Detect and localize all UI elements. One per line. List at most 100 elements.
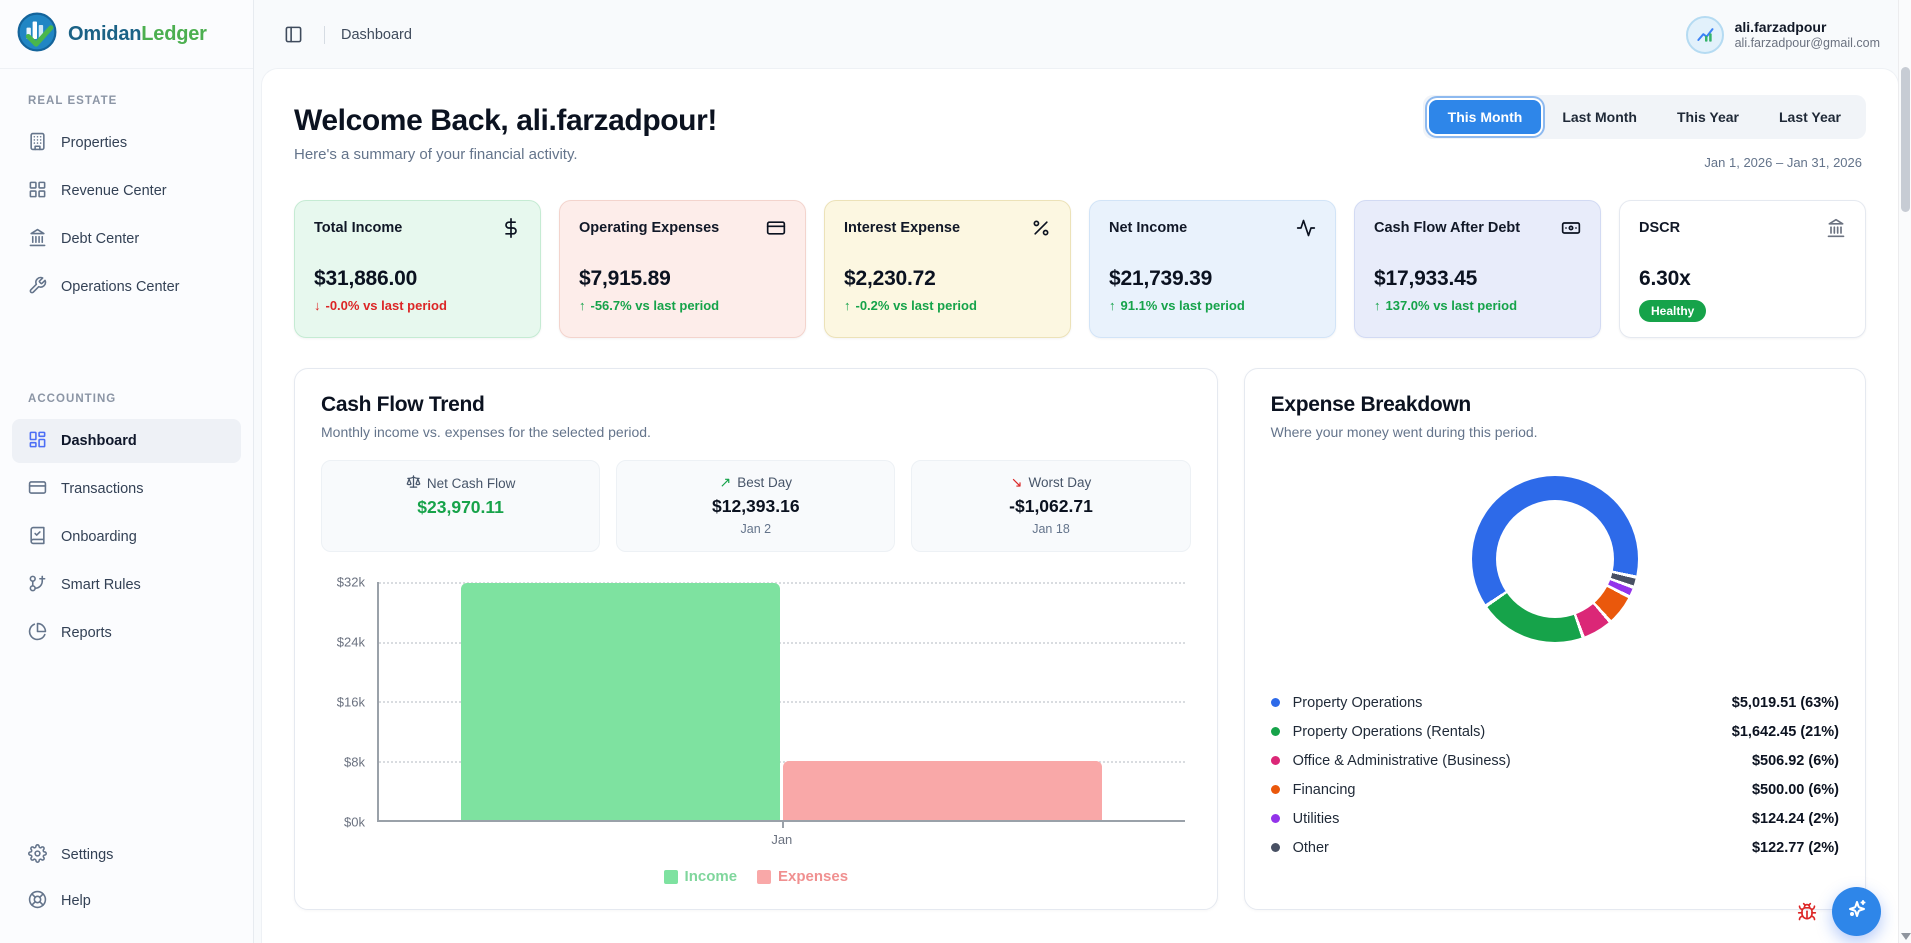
legend-row-other: Other $122.77 (2%) [1270,833,1839,862]
bug-report-button[interactable] [1797,902,1817,927]
sidebar-item-label: Smart Rules [61,577,141,593]
panel-subtitle: Where your money went during this period… [1270,424,1538,440]
legend-row-property-operations-rentals: Property Operations (Rentals) $1,642.45 (… [1270,717,1839,746]
tab-last-month[interactable]: Last Month [1562,109,1637,125]
breadcrumb: Dashboard [341,26,412,43]
kpi-change: ↑ 137.0% vs last period [1374,298,1518,313]
kpi-card-dscr: DSCR 6.30x Healthy [1619,200,1866,338]
ai-assistant-button[interactable] [1832,887,1881,936]
stat-date: Jan 18 [1032,522,1070,536]
credit-card-icon [28,478,47,501]
sidebar-item-properties[interactable]: Properties [12,121,241,165]
sidebar-item-help[interactable]: Help [12,879,241,923]
sidebar-item-operations-center[interactable]: Operations Center [12,265,241,309]
kpi-card-total-income: Total Income $31,886.00 ↓ -0.0% vs last p… [294,200,541,338]
panels-row: Cash Flow Trend Monthly income vs. expen… [294,368,1866,910]
main-region: Dashboard ali.farzadpour ali.farzadpour@… [254,0,1911,943]
stat-value: $12,393.16 [712,496,800,516]
kpi-label: Cash Flow After Debt [1374,220,1521,236]
tab-last-year[interactable]: Last Year [1778,109,1841,125]
x-tick [781,822,784,828]
landmark-icon [28,228,47,251]
kpi-value: $31,886.00 [314,267,418,290]
topbar: Dashboard ali.farzadpour ali.farzadpour@… [254,0,1898,69]
donut-chart-wrap [1271,476,1839,642]
user-menu[interactable]: ali.farzadpour ali.farzadpour@gmail.com [1685,15,1880,54]
x-axis-label: Jan [771,832,793,847]
sidebar-item-label: Onboarding [61,529,137,545]
percent-icon [1031,218,1051,243]
dollar-sign-icon [501,218,521,243]
kpi-value: $21,739.39 [1109,267,1213,290]
legend-income[interactable]: Income [663,868,737,885]
stat-value: $23,970.11 [417,497,504,517]
scrollbar-thumb[interactable] [1901,67,1910,212]
arrow-down-right-icon: ↘ [1010,474,1023,490]
tab-this-month[interactable]: This Month [1428,100,1542,134]
y-tick: $16k [336,694,365,710]
kpi-change: ↑ -0.2% vs last period [844,298,977,313]
income-bar [461,582,781,820]
sidebar-item-transactions[interactable]: Transactions [12,467,241,511]
expense-breakdown-panel: Expense Breakdown Where your money went … [1243,368,1866,910]
smart-rules-icon [28,574,47,597]
dashboard-content: Welcome Back, ali.farzadpour! Here's a s… [262,69,1898,943]
gridline [379,641,1185,644]
nav-section-real-estate: REAL ESTATE [28,95,118,107]
sidebar-item-label: Dashboard [61,433,137,449]
panel-title: Cash Flow Trend [321,393,485,416]
y-tick: $0k [344,814,365,830]
panel-subtitle: Monthly income vs. expenses for the sele… [321,424,651,440]
sidebar-item-dashboard[interactable]: Dashboard [12,419,241,463]
arrow-up-icon: ↑ [1374,298,1381,313]
kpi-card-cash-flow-after-debt: Cash Flow After Debt $17,933.45 ↑ 137.0% … [1354,200,1601,338]
date-range: Jan 1, 2026 – Jan 31, 2026 [1704,155,1862,170]
legend-dot [1270,785,1280,794]
gridline [379,760,1185,763]
sidebar-item-revenue-center[interactable]: Revenue Center [12,169,241,213]
landmark-icon [1826,218,1846,243]
arrow-up-icon: ↑ [579,298,586,313]
stat-value: -$1,062.71 [1009,496,1093,516]
stat-best-day: ↗ Best Day $12,393.16 Jan 2 [616,460,896,552]
sidebar-toggle-button[interactable] [278,20,308,50]
sidebar-item-onboarding[interactable]: Onboarding [12,515,241,559]
arrow-up-icon: ↑ [844,298,851,313]
book-check-icon [28,526,47,549]
stat-date: Jan 2 [740,522,772,536]
pie-chart-icon [28,622,47,645]
panel-title: Expense Breakdown [1270,393,1472,416]
kpi-card-net-income: Net Income $21,739.39 ↑ 91.1% vs last per… [1089,200,1336,338]
sidebar-item-debt-center[interactable]: Debt Center [12,217,241,261]
stat-net-cash-flow: Net Cash Flow $23,970.11 [321,460,601,552]
scrollbar-down-arrow[interactable] [1901,933,1911,940]
sidebar-item-smart-rules[interactable]: Smart Rules [12,563,241,607]
user-email: ali.farzadpour@gmail.com [1734,36,1880,51]
scale-icon [406,474,421,492]
kpi-value: $17,933.45 [1374,267,1478,290]
legend-row-utilities: Utilities $124.24 (2%) [1270,804,1839,833]
tab-this-year[interactable]: This Year [1676,109,1739,125]
legend-row-property-operations: Property Operations $5,019.51 (63%) [1270,688,1839,717]
page-title: Welcome Back, ali.farzadpour! [294,104,717,137]
user-name: ali.farzadpour [1734,18,1827,35]
y-tick: $24k [336,634,365,650]
brand-name: OmidanLedger [68,22,207,45]
building-icon [28,132,47,155]
y-tick: $32k [336,574,365,590]
kpi-row: Total Income $31,886.00 ↓ -0.0% vs last p… [294,200,1866,338]
expense-legend: Property Operations $5,019.51 (63%) Prope… [1270,688,1839,862]
banknote-icon [1561,218,1581,243]
sidebar-header: OmidanLedger [0,0,253,69]
sidebar-item-label: Help [61,893,91,909]
sidebar-item-settings[interactable]: Settings [12,833,241,877]
kpi-change: ↑ -56.7% vs last period [579,298,720,313]
income-swatch [663,869,678,884]
legend-dot [1270,843,1280,852]
donut-hole [1495,500,1614,618]
page-subtitle: Here's a summary of your financial activ… [294,146,578,163]
sidebar-item-label: Debt Center [61,231,140,247]
sidebar-item-reports[interactable]: Reports [12,611,241,655]
legend-expenses[interactable]: Expenses [757,868,848,885]
